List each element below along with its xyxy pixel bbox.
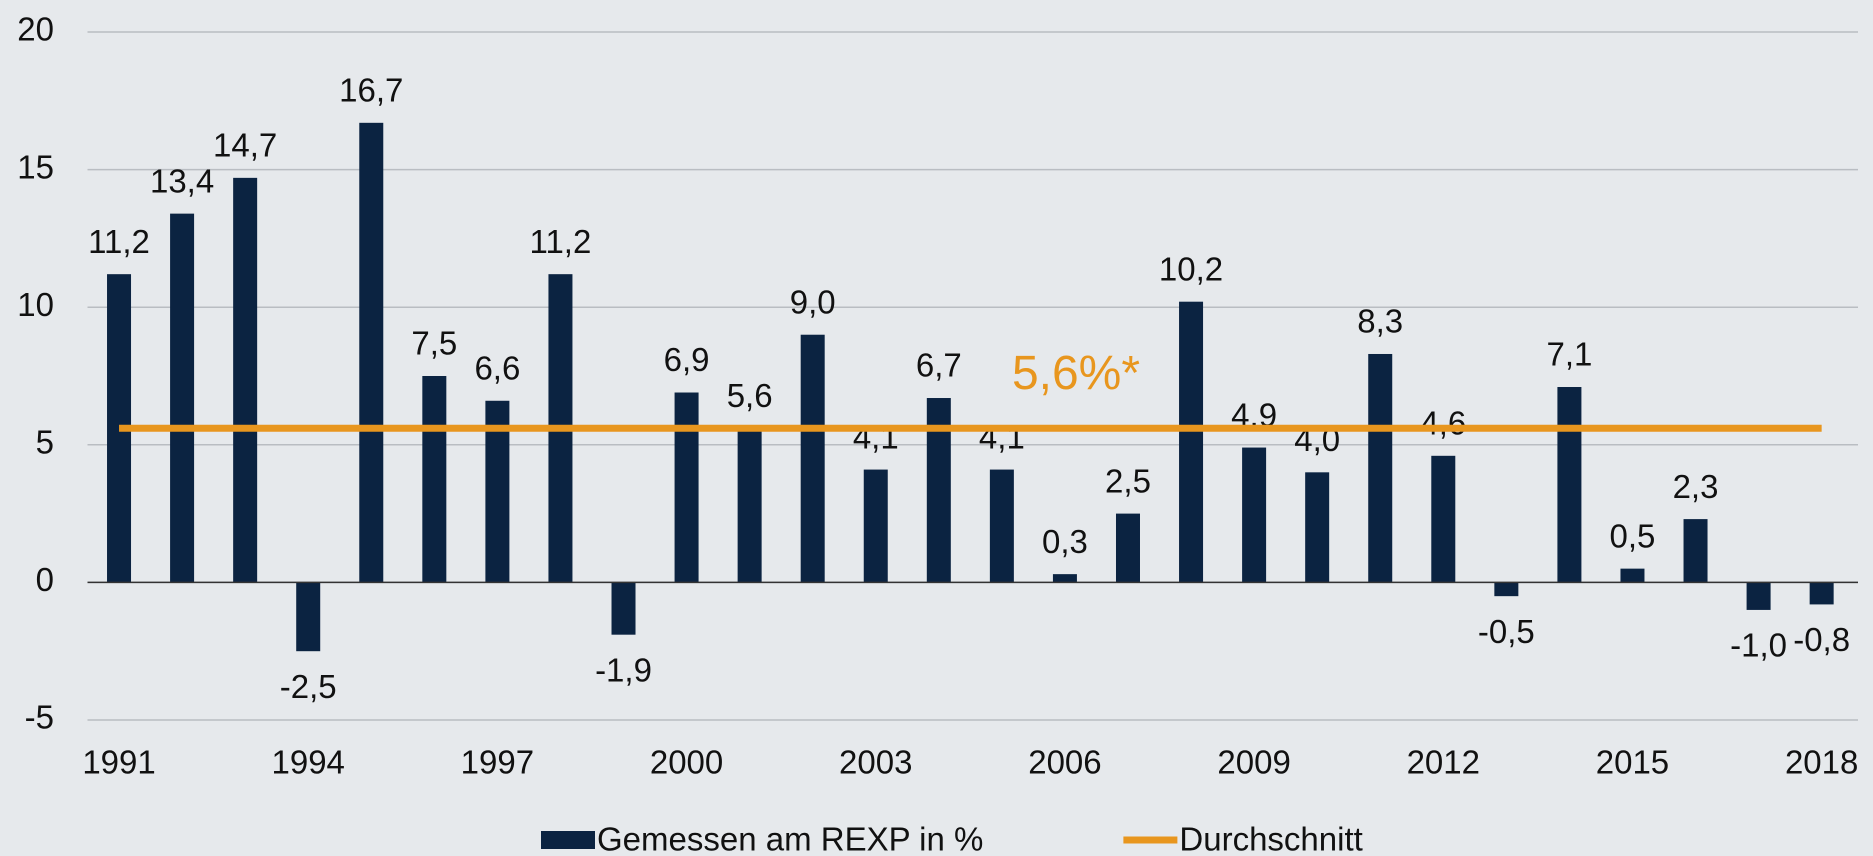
x-tick-label: 1994 bbox=[271, 744, 344, 781]
value-label: 9,0 bbox=[790, 283, 836, 320]
bar bbox=[1620, 568, 1645, 583]
bar bbox=[674, 392, 699, 583]
value-label: 6,6 bbox=[474, 349, 520, 386]
bar bbox=[1305, 472, 1330, 583]
bar bbox=[1809, 582, 1834, 605]
y-tick-label: 15 bbox=[17, 148, 54, 185]
legend-swatch bbox=[541, 831, 595, 849]
bar bbox=[1179, 301, 1204, 583]
value-label: 8,3 bbox=[1357, 303, 1403, 340]
value-label: -0,5 bbox=[1478, 613, 1535, 650]
bar bbox=[1368, 353, 1393, 583]
bar bbox=[1242, 447, 1267, 583]
value-label: 4,1 bbox=[853, 418, 899, 455]
value-label: 4,6 bbox=[1420, 405, 1466, 442]
value-label: 13,4 bbox=[150, 162, 214, 199]
y-tick-label: 10 bbox=[17, 286, 54, 323]
value-label: -1,0 bbox=[1730, 627, 1787, 664]
legend-label: Durchschnitt bbox=[1179, 821, 1362, 856]
y-tick-label: 20 bbox=[17, 11, 54, 48]
value-label: -1,9 bbox=[595, 651, 652, 688]
x-tick-label: 2000 bbox=[650, 744, 723, 781]
value-label: -2,5 bbox=[280, 668, 337, 705]
value-label: 0,3 bbox=[1042, 523, 1088, 560]
bar bbox=[800, 334, 825, 583]
value-label: 11,2 bbox=[530, 223, 592, 260]
bar bbox=[359, 122, 384, 583]
average-annotation: 5,6%* bbox=[1012, 347, 1140, 400]
bar bbox=[170, 213, 195, 583]
bar bbox=[1431, 455, 1456, 583]
value-label: 14,7 bbox=[213, 127, 277, 164]
value-label: 11,2 bbox=[88, 223, 150, 260]
value-label: 7,1 bbox=[1546, 336, 1592, 373]
bar bbox=[1746, 582, 1771, 610]
y-tick-label: 5 bbox=[36, 424, 54, 461]
y-tick-label: 0 bbox=[36, 561, 54, 598]
bar bbox=[296, 582, 321, 652]
bar bbox=[611, 582, 636, 635]
value-label: 16,7 bbox=[339, 72, 403, 109]
bar bbox=[1683, 519, 1708, 583]
bar bbox=[737, 428, 762, 583]
x-tick-label: 2006 bbox=[1028, 744, 1101, 781]
value-label: 7,5 bbox=[411, 325, 457, 362]
legend-label: Gemessen am REXP in % bbox=[597, 821, 983, 856]
x-tick-label: 2015 bbox=[1596, 744, 1669, 781]
value-label: 6,9 bbox=[664, 341, 710, 378]
value-label: 10,2 bbox=[1159, 250, 1223, 287]
value-label: -0,8 bbox=[1793, 621, 1850, 658]
bar bbox=[989, 469, 1014, 583]
bar bbox=[1115, 513, 1140, 583]
y-tick-label: -5 bbox=[25, 699, 54, 736]
bar bbox=[1052, 574, 1077, 583]
value-label: 2,3 bbox=[1673, 468, 1719, 505]
x-tick-label: 2003 bbox=[839, 744, 912, 781]
value-label: 6,7 bbox=[916, 347, 962, 384]
value-label: 0,5 bbox=[1610, 517, 1656, 554]
x-tick-label: 2009 bbox=[1217, 744, 1290, 781]
value-label: 2,5 bbox=[1105, 462, 1151, 499]
x-tick-label: 2012 bbox=[1407, 744, 1480, 781]
bar bbox=[422, 376, 447, 583]
value-label: 5,6 bbox=[727, 377, 773, 414]
x-tick-label: 2018 bbox=[1785, 744, 1858, 781]
bar bbox=[1494, 582, 1519, 597]
bar bbox=[1557, 387, 1582, 583]
x-tick-label: 1991 bbox=[82, 744, 155, 781]
value-label: 4,1 bbox=[979, 418, 1025, 455]
x-tick-label: 1997 bbox=[461, 744, 534, 781]
bar bbox=[233, 177, 258, 583]
bar bbox=[863, 469, 888, 583]
